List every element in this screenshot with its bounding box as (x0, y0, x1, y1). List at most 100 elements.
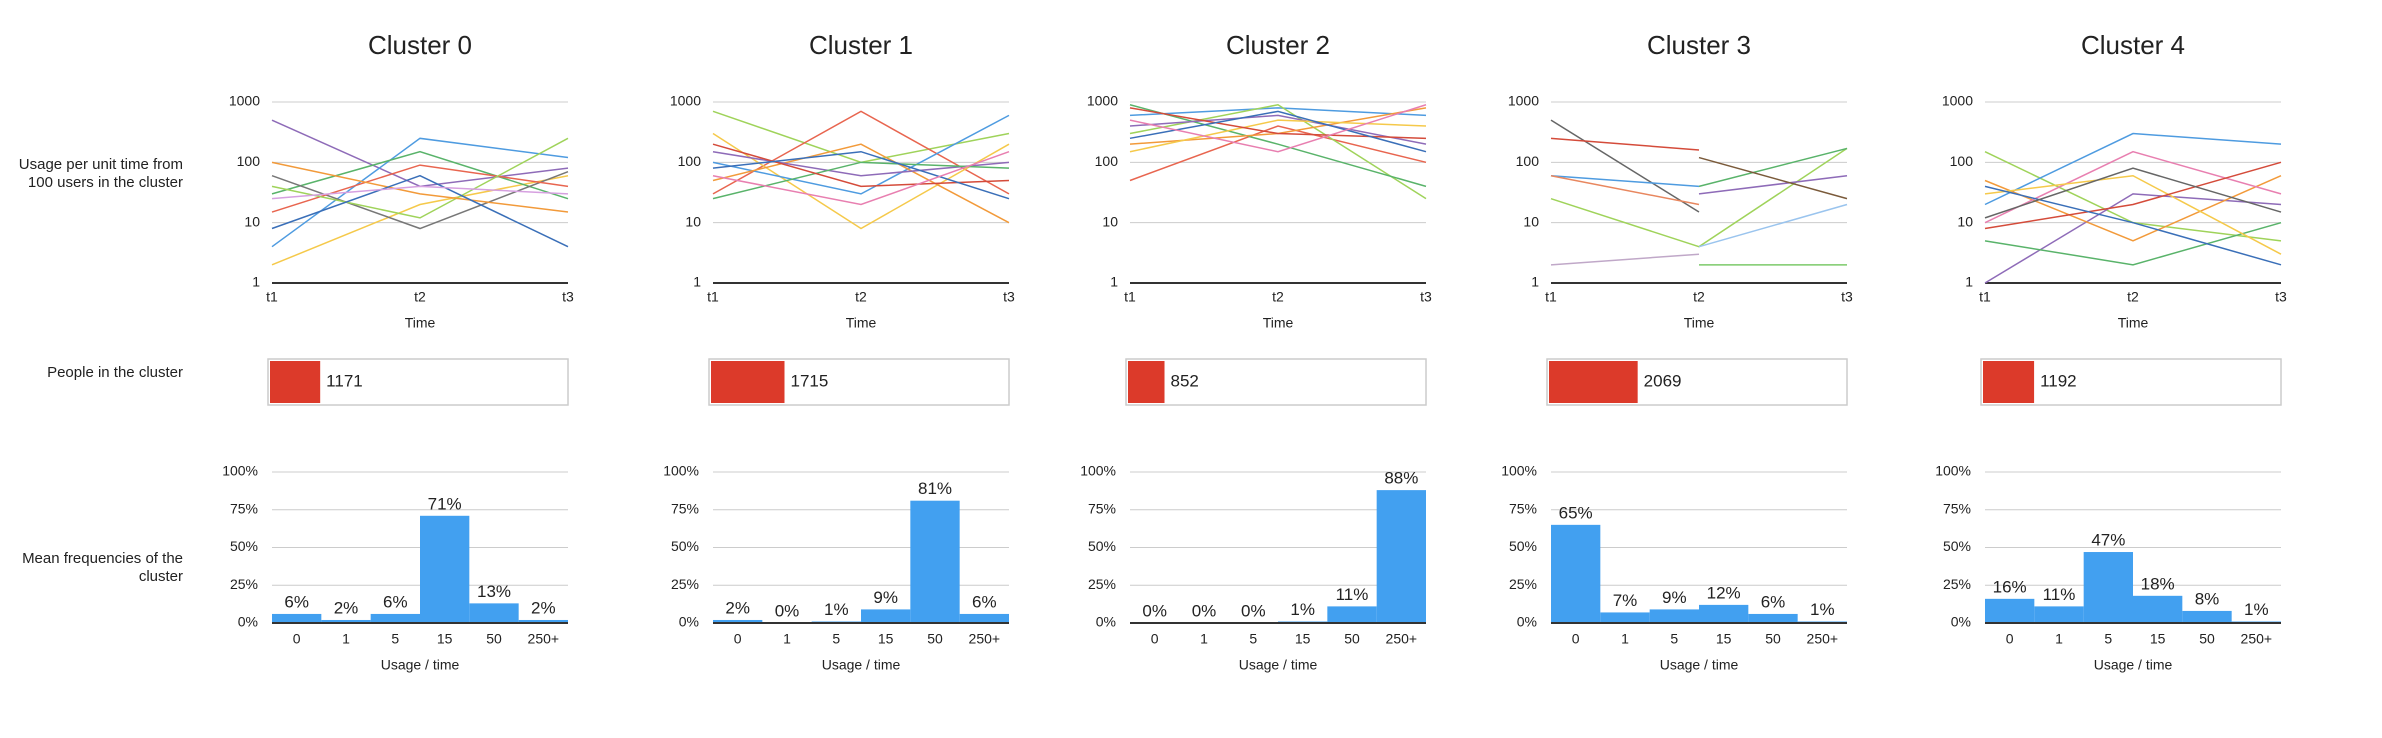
x-tick-label: 5 (1670, 631, 1678, 647)
y-tick-label: 10 (1102, 213, 1118, 229)
value-label: 47% (2091, 531, 2125, 550)
series-line (1984, 167, 2282, 219)
series-line (1698, 156, 1848, 200)
x-axis-label: Usage / time (1660, 657, 1739, 673)
y-tick-label: 1 (1965, 274, 1973, 290)
people-count: 1715 (791, 371, 829, 390)
x-tick-label: 1 (342, 631, 350, 647)
series-line (1984, 132, 2282, 206)
series-line (712, 161, 1010, 200)
series-line (1129, 114, 1427, 145)
x-tick-label: 50 (1344, 631, 1360, 647)
x-axis-label: Usage / time (2094, 657, 2173, 673)
x-tick-label: 5 (832, 631, 840, 647)
y-tick-label: 100 (1516, 153, 1540, 169)
people-count: 1171 (326, 371, 363, 390)
x-tick-label: t2 (2127, 289, 2139, 305)
x-tick-label: 1 (1200, 631, 1208, 647)
bar (1699, 604, 1749, 623)
people-bar (1549, 361, 1638, 403)
series-line (271, 137, 569, 219)
y-tick-label: 1 (1110, 274, 1118, 290)
series-line (712, 150, 1010, 200)
y-tick-label: 75% (1509, 500, 1537, 516)
series-line (271, 137, 569, 248)
x-tick-label: t1 (1124, 289, 1136, 305)
x-tick-label: 5 (1249, 631, 1257, 647)
chart-title: Cluster 3 (1647, 30, 1751, 60)
series-line (1550, 253, 1700, 266)
series-line (1550, 119, 1700, 213)
x-tick-label: 50 (927, 631, 943, 647)
value-label: 2% (334, 598, 359, 617)
y-tick-label: 10 (244, 213, 260, 229)
bar (2083, 552, 2133, 623)
row-label: Usage per unit time from 100 users in th… (18, 156, 183, 191)
x-tick-label: t1 (707, 289, 719, 305)
series-line (1129, 107, 1427, 117)
series-line (712, 143, 1010, 224)
y-tick-label: 75% (1943, 500, 1971, 516)
series-line (1129, 119, 1427, 153)
series-line (712, 132, 1010, 230)
value-label: 81% (918, 479, 952, 498)
value-label: 0% (1241, 601, 1266, 620)
value-label: 6% (972, 592, 997, 611)
value-label: 8% (2195, 589, 2220, 608)
bar (1748, 613, 1798, 623)
x-tick-label: 50 (486, 631, 502, 647)
bar (321, 619, 371, 623)
y-tick-label: 1 (252, 274, 260, 290)
x-axis-label: Time (405, 315, 436, 331)
bar (861, 609, 911, 623)
bar (370, 613, 420, 623)
x-axis-label: Time (2118, 315, 2149, 331)
people-count: 1192 (2040, 371, 2077, 390)
value-label: 9% (1662, 588, 1687, 607)
x-tick-label: 250+ (1386, 631, 1418, 647)
y-tick-label: 0% (1517, 614, 1537, 630)
bar (469, 603, 519, 623)
bar (1985, 598, 2035, 623)
y-tick-label: 1000 (1942, 93, 1973, 109)
y-tick-label: 100% (663, 463, 699, 479)
x-tick-label: 5 (391, 631, 399, 647)
series-line (271, 174, 569, 248)
series-line (1984, 174, 2282, 255)
x-tick-label: t2 (855, 289, 867, 305)
x-tick-label: t2 (1272, 289, 1284, 305)
series-line (1129, 125, 1427, 182)
y-tick-label: 25% (671, 576, 699, 592)
x-tick-label: 50 (1765, 631, 1781, 647)
series-line (1550, 174, 1700, 188)
x-tick-label: t2 (414, 289, 426, 305)
series-line (1984, 193, 2282, 284)
series-line (1984, 161, 2282, 230)
y-tick-label: 50% (1509, 538, 1537, 554)
x-tick-label: 1 (783, 631, 791, 647)
value-label: 18% (2141, 574, 2175, 593)
x-tick-label: 15 (1295, 631, 1311, 647)
x-axis-label: Usage / time (381, 657, 460, 673)
chart-title: Cluster 2 (1226, 30, 1330, 60)
series-line (1129, 107, 1427, 140)
x-tick-label: t3 (1841, 289, 1853, 305)
y-tick-label: 0% (1096, 614, 1116, 630)
value-label: 11% (1336, 585, 1369, 604)
bar (420, 515, 470, 623)
x-tick-label: t3 (2275, 289, 2287, 305)
value-label: 2% (531, 598, 556, 617)
value-label: 1% (2244, 600, 2269, 619)
x-tick-label: 0 (1572, 631, 1580, 647)
series-line (1984, 185, 2282, 266)
y-tick-label: 1000 (670, 93, 701, 109)
series-line (1698, 203, 1848, 248)
y-tick-label: 10 (1523, 213, 1539, 229)
y-tick-label: 0% (1951, 614, 1971, 630)
value-label: 71% (428, 494, 462, 513)
x-tick-label: 15 (2150, 631, 2166, 647)
series-line (712, 151, 1010, 206)
chart-title: Cluster 4 (2081, 30, 2185, 60)
